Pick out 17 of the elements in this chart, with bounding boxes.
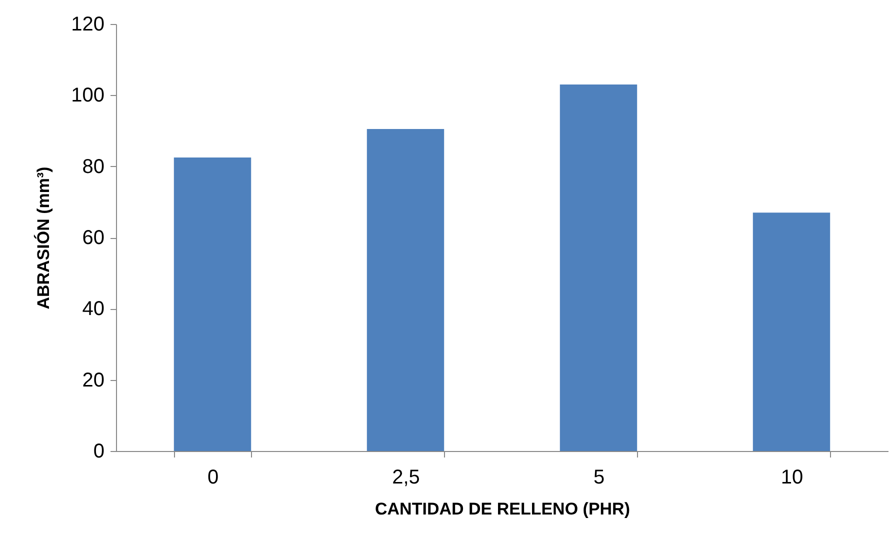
bar xyxy=(752,212,830,451)
x-axis-title: CANTIDAD DE RELLENO (PHR) xyxy=(375,500,630,518)
y-tick-label: 80 xyxy=(82,156,104,178)
x-tick-label: 0 xyxy=(207,466,219,488)
bar xyxy=(560,84,638,451)
y-tick-label: 0 xyxy=(93,440,104,462)
x-tick-label: 2,5 xyxy=(392,466,420,488)
bar xyxy=(366,128,444,451)
y-tick-label: 40 xyxy=(82,298,104,320)
y-tick-label: 120 xyxy=(71,14,104,36)
y-tick-label: 100 xyxy=(71,84,104,107)
bar xyxy=(174,157,252,451)
y-tick-label: 60 xyxy=(82,227,104,249)
y-tick-label: 20 xyxy=(82,369,104,392)
x-tick-label: 10 xyxy=(780,466,804,488)
x-tick-label: 5 xyxy=(593,466,605,488)
y-axis-title: ABRASIÓN (mm³) xyxy=(33,166,54,310)
